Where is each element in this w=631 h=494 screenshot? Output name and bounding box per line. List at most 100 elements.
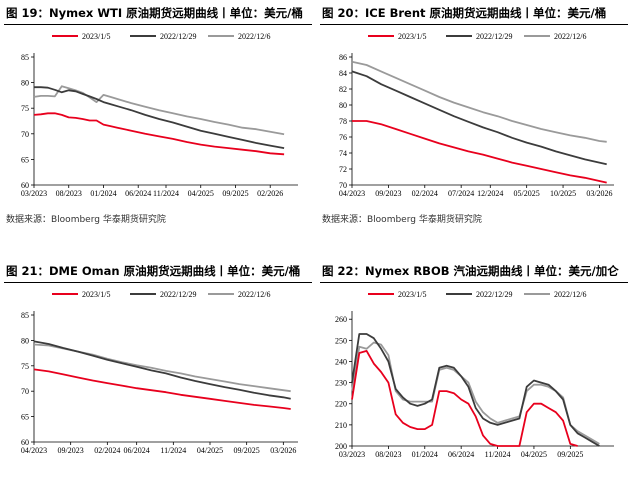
x-tick-label: 04/2025 [188, 189, 214, 198]
y-tick-label: 75 [21, 104, 29, 113]
chart-source: 数据来源：Bloomberg 华泰期货研究院 [6, 215, 166, 225]
series-line-2022-12-29 [351, 70, 607, 166]
series-line-2023-1-5 [33, 112, 285, 156]
y-tick-label: 80 [21, 79, 29, 88]
y-tick-label: 200 [335, 442, 347, 451]
legend-label: 2023/1/5 [398, 32, 426, 41]
y-tick-label: 70 [21, 387, 29, 396]
x-tick-label: 01/2024 [412, 450, 438, 459]
series-line-2023-1-5 [351, 350, 578, 447]
x-tick-label: 02/2024 [94, 446, 120, 455]
x-tick-label: 04/2025 [521, 450, 547, 459]
legend-label: 2022/12/29 [476, 290, 512, 299]
x-tick-label: 11/2024 [153, 189, 179, 198]
y-tick-label: 85 [21, 311, 29, 320]
legend-label: 2022/12/6 [554, 290, 586, 299]
x-tick-label: 02/2026 [257, 189, 283, 198]
y-tick-label: 70 [21, 130, 29, 139]
x-tick-label: 04/2025 [197, 446, 223, 455]
y-tick-label: 60 [21, 438, 29, 447]
y-tick-label: 260 [335, 315, 347, 324]
series-line-2023-1-5 [33, 368, 291, 410]
y-tick-label: 84 [339, 69, 347, 78]
chart-panel-oman: 图 21：DME Oman 原油期货远期曲线丨单位：美元/桶 2023/1/5 2… [0, 258, 316, 494]
legend-label: 2023/1/5 [82, 290, 110, 299]
chart-svg-oman: 2023/1/5 2022/12/29 2022/12/6 60 65 70 75 80 85 0… [21, 290, 298, 455]
y-tick-label: 65 [21, 413, 29, 422]
chart-panel-rbob: 图 22：Nymex RBOB 汽油远期曲线丨单位：美元/加仑 2023/1/5… [316, 258, 631, 494]
chart-panel-wti: 图 19：Nymex WTI 原油期货远期曲线丨单位：美元/桶 2023/1/5… [0, 0, 316, 236]
chart-svg-wti: 2023/1/5 2022/12/29 2022/12/6 60 65 70 75 80 85 0… [21, 32, 298, 198]
y-tick-label: 74 [339, 149, 347, 158]
y-tick-label: 86 [339, 53, 347, 62]
series-line-2022-12-6 [33, 85, 285, 136]
x-tick-label: 03/2023 [339, 450, 365, 459]
y-tick-label: 210 [335, 421, 347, 430]
x-tick-label: 06/2024 [125, 189, 151, 198]
x-tick-label: 01/2024 [90, 189, 116, 198]
legend-label: 2022/12/6 [554, 32, 586, 41]
y-tick-label: 78 [339, 117, 347, 126]
chart-panel-brent: 图 20：ICE Brent 原油期货远期曲线丨单位：美元/桶 2023/1/5… [316, 0, 631, 236]
x-tick-label: 04/2023 [21, 446, 47, 455]
legend-label: 2022/12/29 [160, 32, 196, 41]
x-tick-label: 12/2024 [477, 189, 503, 198]
y-tick-label: 220 [335, 400, 347, 409]
x-tick-label: 04/2023 [339, 189, 365, 198]
x-tick-label: 09/2023 [375, 189, 401, 198]
series-line-2022-12-6 [351, 341, 600, 445]
y-tick-label: 65 [21, 155, 29, 164]
series-line-2022-12-29 [34, 86, 285, 149]
y-tick-label: 80 [21, 336, 29, 345]
legend-label: 2023/1/5 [398, 290, 426, 299]
x-tick-label: 10/2025 [550, 189, 576, 198]
x-tick-label: 07/2024 [448, 189, 474, 198]
legend-label: 2023/1/5 [82, 32, 110, 41]
chart-title: 图 21：DME Oman 原油期货远期曲线丨单位：美元/桶 [6, 264, 301, 278]
legend-label: 2022/12/6 [238, 32, 270, 41]
series-line-2022-12-6 [33, 343, 291, 393]
x-tick-label: 06/2024 [124, 446, 150, 455]
y-tick-label: 60 [21, 181, 29, 190]
x-tick-label: 08/2023 [375, 450, 401, 459]
series-line-2022-12-6 [351, 60, 607, 143]
x-tick-label: 11/2024 [485, 450, 511, 459]
x-tick-label: 09/2023 [58, 446, 84, 455]
chart-svg-rbob: 2023/1/5 2022/12/29 2022/12/6 200 210 220 230 2… [335, 290, 614, 459]
y-tick-label: 72 [339, 165, 347, 174]
x-tick-label: 02/2024 [412, 189, 438, 198]
x-tick-label: 03/2026 [270, 446, 296, 455]
y-tick-label: 230 [335, 379, 347, 388]
x-tick-label: 11/2024 [160, 446, 186, 455]
series-line-2022-12-29 [351, 333, 600, 447]
chart-svg-brent: 2023/1/5 2022/12/29 2022/12/6 70 72 74 76 78 80 8… [339, 32, 614, 198]
x-tick-label: 09/2025 [557, 450, 583, 459]
chart-title: 图 22：Nymex RBOB 汽油远期曲线丨单位：美元/加仑 [322, 264, 619, 278]
title-rule [4, 282, 312, 284]
x-tick-label: 03/2023 [21, 189, 47, 198]
chart-title: 图 19：Nymex WTI 原油期货远期曲线丨单位：美元/桶 [6, 6, 303, 20]
y-tick-label: 80 [339, 101, 347, 110]
legend-label: 2022/12/6 [238, 290, 270, 299]
chart-source: 数据来源：Bloomberg 华泰期货研究院 [322, 215, 482, 225]
series-line-2023-1-5 [352, 120, 607, 184]
y-tick-label: 76 [339, 133, 347, 142]
y-tick-label: 70 [339, 181, 347, 190]
x-tick-label: 09/2025 [222, 189, 248, 198]
legend-label: 2022/12/29 [160, 290, 196, 299]
legend-label: 2022/12/29 [476, 32, 512, 41]
y-tick-label: 82 [339, 85, 347, 94]
chart-title: 图 20：ICE Brent 原油期货远期曲线丨单位：美元/桶 [322, 6, 607, 20]
y-tick-label: 240 [335, 357, 347, 366]
y-tick-label: 85 [21, 53, 29, 62]
x-tick-label: 05/2025 [514, 189, 540, 198]
x-tick-label: 09/2025 [234, 446, 260, 455]
series-line-2022-12-29 [33, 340, 291, 400]
x-tick-label: 03/2026 [586, 189, 612, 198]
x-tick-label: 06/2024 [448, 450, 474, 459]
y-tick-label: 250 [335, 336, 347, 345]
x-tick-label: 08/2023 [56, 189, 82, 198]
title-rule [4, 24, 312, 26]
title-rule [320, 24, 628, 26]
y-tick-label: 75 [21, 362, 29, 371]
